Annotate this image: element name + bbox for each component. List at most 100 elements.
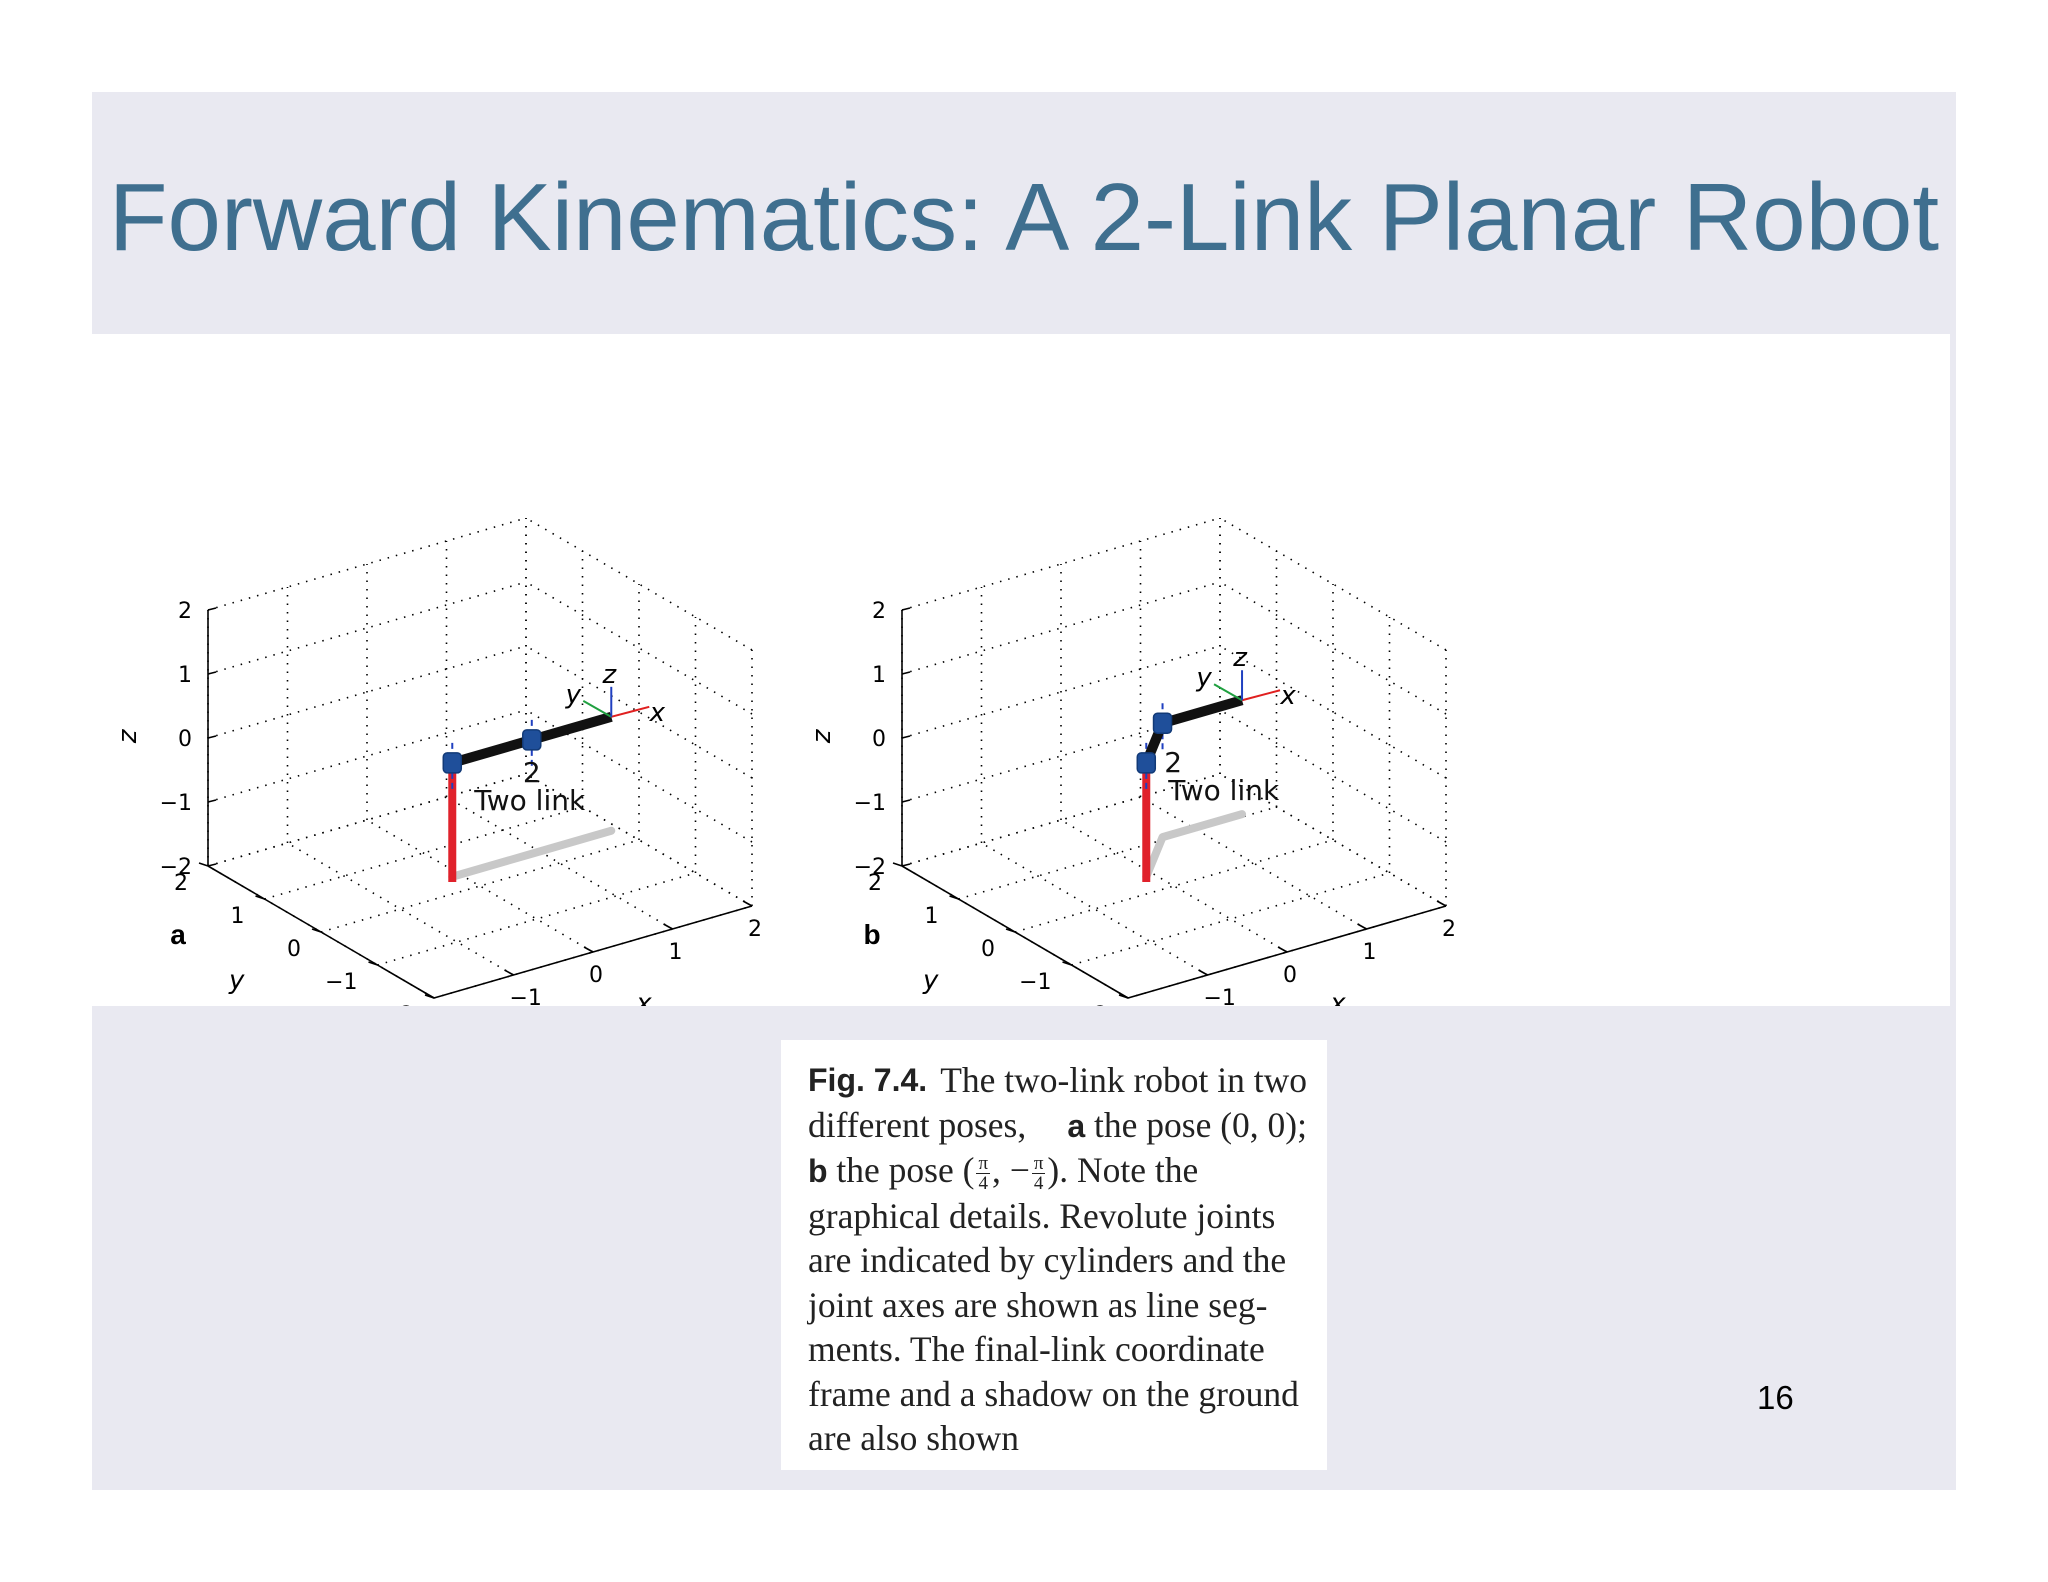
frame-y-axis [1213, 683, 1243, 702]
z-tick-mark [901, 735, 911, 739]
grid-line [525, 709, 753, 843]
x-tick-mark [1436, 900, 1447, 907]
frame-z-label: z [601, 660, 617, 690]
grid-line [1071, 872, 1390, 966]
x-tick-mark [742, 900, 753, 907]
ground-shadow [1142, 810, 1247, 881]
z-axis-label: z [115, 728, 145, 744]
caption-text: are also shown [808, 1418, 1019, 1458]
z-tick-mark [207, 735, 217, 739]
grid-line [525, 645, 753, 779]
y-tick-label: −2 [382, 1003, 414, 1006]
panel-label: a [170, 919, 186, 950]
y-tick-label: 2 [868, 871, 882, 896]
grid-line [1060, 819, 1288, 953]
caption-line: frame and a shadow on the ground [808, 1372, 1307, 1417]
z-tick-mark [207, 671, 217, 675]
robot-name-label: Two link [473, 784, 586, 817]
z-tick-label: −2 [160, 855, 192, 880]
z-tick-mark [901, 863, 911, 867]
y-tick-mark [198, 862, 209, 867]
x-tick-label: 1 [669, 940, 683, 965]
revolute-joint [442, 752, 463, 774]
x-tick-mark [424, 992, 435, 999]
y-tick-mark [368, 961, 378, 966]
revolute-joint [1152, 712, 1173, 734]
y-tick-label: −1 [325, 970, 357, 995]
grid-line [1219, 517, 1447, 651]
ground-shadow [448, 826, 616, 881]
z-tick-label: 0 [872, 727, 886, 752]
frame-x-label: x [649, 698, 666, 728]
caption-text: ments. The final-link coordinate [808, 1329, 1265, 1369]
z-tick-label: −2 [854, 855, 886, 880]
caption-panel-ref: a [1067, 1107, 1086, 1144]
y-tick-label: −2 [1076, 1003, 1108, 1006]
grid-line [525, 773, 753, 907]
x-tick-label: 0 [1283, 963, 1297, 988]
x-tick-mark [1198, 969, 1208, 976]
y-tick-label: 2 [174, 871, 188, 896]
caption-text: frame and a shadow on the ground [808, 1373, 1299, 1414]
grid-line [1219, 645, 1447, 779]
y-tick-mark [1062, 961, 1072, 966]
z-tick-mark [207, 607, 217, 611]
robot-name-label: Two link [1167, 774, 1280, 807]
grid-line [1140, 796, 1367, 930]
caption-panel-ref: b [808, 1153, 828, 1189]
x-tick-label: −1 [510, 986, 542, 1006]
x-tick-label: 2 [748, 917, 762, 942]
x-tick-label: 2 [1442, 917, 1456, 942]
grid-line [1219, 773, 1447, 907]
y-tick-mark [311, 928, 322, 933]
joint-number-label: 2 [1164, 746, 1182, 779]
z-tick-label: −1 [160, 791, 192, 816]
frame-y-label: y [1195, 663, 1212, 693]
grid-line [1219, 709, 1447, 843]
caption-text: The two-link robot in two [940, 1060, 1307, 1100]
x-tick-label: 0 [589, 963, 603, 988]
caption-line: different poses, a the pose (0, 0); [808, 1103, 1307, 1149]
grid-line [366, 819, 594, 953]
caption-line: are also shown [808, 1416, 1307, 1461]
frame-x-label: x [1279, 681, 1296, 711]
z-tick-label: 0 [178, 727, 192, 752]
frame-y-axis [582, 699, 612, 718]
caption-text: the pose (0, 0); [1094, 1104, 1307, 1145]
caption-line: are indicated by cylinders and the [808, 1238, 1307, 1283]
caption-text: ). Note the [1047, 1150, 1199, 1190]
z-tick-mark [207, 863, 217, 867]
revolute-joint [522, 729, 542, 751]
frame-x-axis [611, 705, 650, 718]
caption-text: different poses, [808, 1104, 1027, 1145]
z-axis-label: z [809, 728, 839, 744]
y-tick-label: 0 [287, 937, 301, 962]
grid-line [1219, 581, 1447, 715]
grid-line [525, 581, 753, 715]
z-tick-mark [901, 607, 911, 611]
caption-text: , − [992, 1150, 1030, 1190]
y-tick-label: −1 [1019, 970, 1051, 995]
caption-text: joint axes are shown as line seg- [808, 1284, 1268, 1325]
grid-line [981, 842, 1208, 976]
x-tick-mark [504, 969, 514, 976]
frame-z-label: z [1232, 643, 1248, 673]
caption-line: joint axes are shown as line seg- [808, 1283, 1307, 1328]
joint-number-label: 2 [523, 756, 541, 789]
y-axis-label: y [922, 965, 939, 995]
y-tick-mark [949, 895, 959, 900]
caption-line: graphical details. Revolute joints [808, 1194, 1307, 1239]
x-tick-mark [583, 946, 594, 953]
frame-x-axis [1241, 689, 1281, 702]
x-tick-mark [1118, 992, 1129, 999]
y-tick-label: 1 [925, 904, 939, 929]
caption-line: ments. The final-link coordinate [808, 1327, 1307, 1372]
grid-line [287, 842, 514, 976]
caption-text: the pose ( [836, 1150, 975, 1190]
